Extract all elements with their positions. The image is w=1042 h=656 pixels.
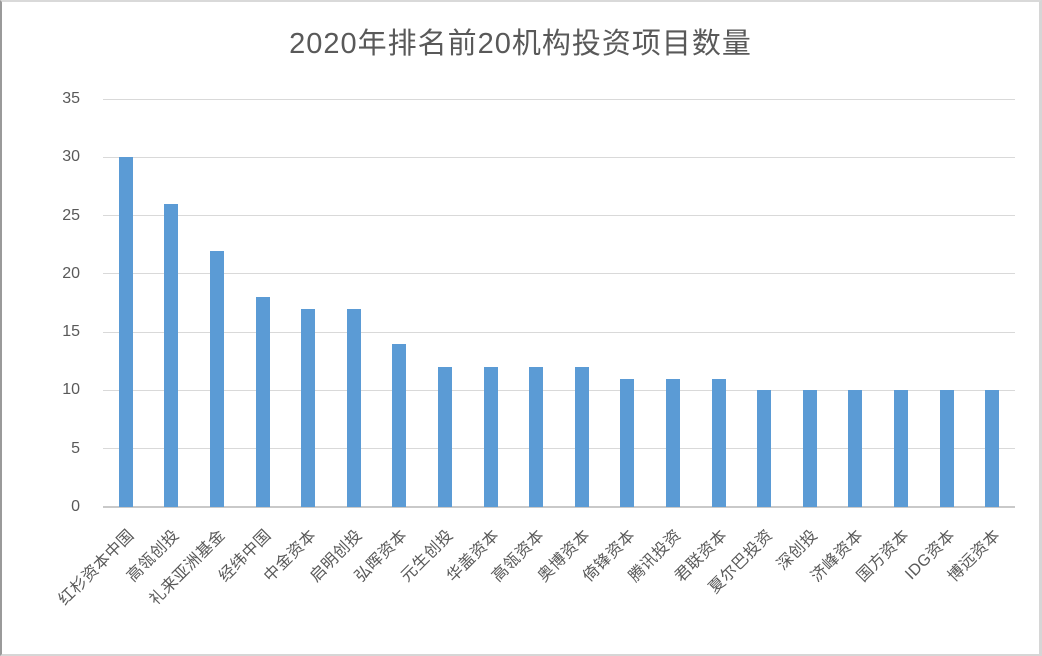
x-axis-line — [103, 506, 1015, 508]
gridline — [103, 156, 1015, 158]
chart-title: 2020年排名前20机构投资项目数量 — [289, 28, 752, 60]
gridline — [103, 273, 1015, 275]
gridline — [103, 331, 1015, 333]
y-tick-label: 10 — [62, 381, 80, 399]
bar-20 — [985, 390, 1000, 507]
bar-14 — [711, 378, 726, 507]
bar-5 — [301, 308, 316, 507]
bar-2 — [164, 203, 179, 507]
bar-12 — [620, 378, 635, 507]
y-tick-label: 15 — [62, 323, 80, 341]
bar-8 — [438, 367, 452, 507]
bar-11 — [574, 367, 589, 507]
bar-16 — [802, 390, 817, 507]
y-tick-label: 35 — [62, 90, 80, 107]
bar-17 — [848, 390, 863, 507]
gridline — [103, 98, 1015, 100]
gridline — [103, 215, 1015, 217]
x-category-label: 红杉资本中国 — [55, 526, 138, 609]
bar-18 — [894, 390, 908, 507]
y-tick-label: 5 — [71, 439, 80, 457]
bar-15 — [757, 390, 772, 507]
bar-4 — [255, 297, 270, 507]
y-tick-label: 0 — [71, 498, 80, 515]
y-tick-label: 20 — [62, 264, 80, 282]
bar-7 — [392, 343, 407, 507]
bar-19 — [939, 390, 954, 507]
y-tick-label: 25 — [62, 206, 80, 224]
bar-1 — [118, 157, 133, 507]
bar-3 — [210, 250, 224, 507]
bar-13 — [666, 378, 680, 507]
y-tick-label: 30 — [62, 148, 80, 166]
gridline — [103, 448, 1015, 450]
gridline — [103, 389, 1015, 391]
bar-10 — [529, 367, 544, 507]
bar-6 — [346, 308, 361, 507]
bar-9 — [483, 367, 498, 507]
